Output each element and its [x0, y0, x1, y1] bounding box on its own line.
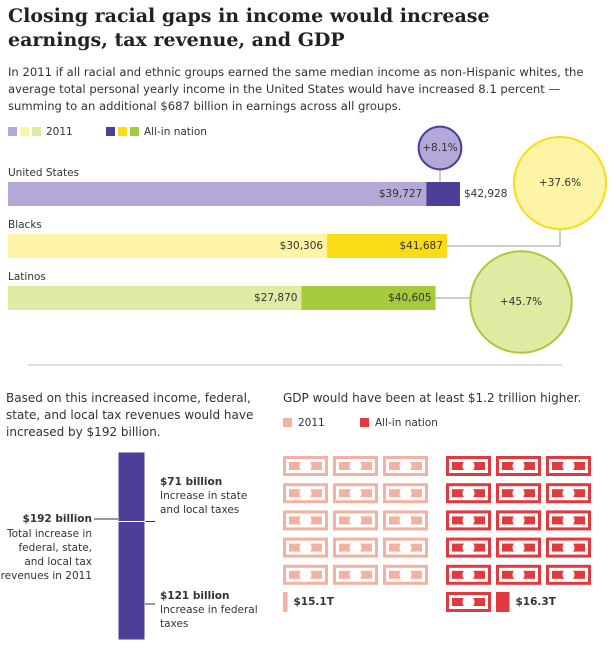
bill [512, 460, 525, 472]
bar-segment [117, 521, 146, 641]
legend-swatch [32, 127, 41, 136]
bill [399, 487, 412, 500]
bill [562, 487, 575, 500]
bill [562, 541, 575, 554]
bill [299, 514, 312, 527]
segment-description: Increase in federal taxes [160, 604, 258, 630]
value-label: $27,870 [254, 292, 297, 304]
total-value: $15.1T [294, 596, 335, 608]
bill [462, 514, 475, 527]
bill [512, 487, 525, 500]
value-label: $41,687 [400, 240, 443, 252]
total-value: $16.3T [516, 596, 557, 608]
legend-swatch [360, 418, 369, 427]
legend-swatch [118, 127, 127, 136]
tax-intro: Based on this increased income, federal,… [6, 391, 254, 439]
legend-label: All-in nation [375, 417, 438, 429]
bill [399, 514, 412, 527]
value-label: $30,306 [280, 240, 324, 252]
bill [399, 541, 412, 554]
bar [8, 286, 302, 310]
bar [8, 182, 427, 206]
connector [446, 228, 561, 247]
bill [496, 592, 510, 612]
bill [299, 568, 312, 581]
bill [512, 568, 525, 581]
category-label: Blacks [8, 219, 42, 231]
legend-label: All-in nation [144, 126, 207, 138]
bill [462, 487, 475, 500]
bill [349, 568, 362, 581]
bill [462, 460, 475, 472]
legend-swatch [106, 127, 115, 136]
increase-circle [513, 136, 607, 230]
category-label: United States [8, 167, 79, 179]
bar [426, 182, 460, 206]
pictograph [446, 456, 591, 612]
increase-circle [469, 250, 573, 354]
legend-swatch [20, 127, 29, 136]
value-label: $42,928 [464, 188, 507, 200]
bill [462, 568, 475, 581]
legend-swatch [283, 418, 292, 427]
bill [512, 514, 525, 527]
legend-swatch [130, 127, 139, 136]
increase-label: +8.1% [422, 142, 457, 154]
segment-value: $71 billion [160, 476, 222, 488]
legend-label: 2011 [46, 126, 73, 138]
total-label: $192 billion [23, 513, 92, 525]
legend-swatch [8, 127, 17, 136]
increase-label: +45.7% [500, 296, 542, 308]
legend-label: 2011 [298, 417, 325, 429]
bar [327, 234, 447, 258]
gdp-intro: GDP would have been at least $1.2 trilli… [283, 391, 582, 405]
total-description: Total increase in federal, state, and lo… [0, 528, 92, 582]
segment-value: $121 billion [160, 590, 229, 602]
bill [562, 514, 575, 527]
bill [562, 460, 575, 472]
segment-description: Increase in state and local taxes [160, 490, 248, 516]
bill [283, 592, 288, 612]
bill [462, 541, 475, 554]
bill [349, 460, 362, 472]
bill [299, 541, 312, 554]
bill [299, 487, 312, 500]
increase-circle [417, 125, 463, 171]
intro: In 2011 if all racial and ethnic groups … [8, 65, 584, 113]
bill [562, 568, 575, 581]
bill [349, 514, 362, 527]
bill [299, 460, 312, 472]
category-label: Latinos [8, 271, 46, 283]
bill [349, 487, 362, 500]
bar-segment [117, 451, 146, 523]
bill [462, 596, 475, 608]
increase-label: +37.6% [539, 177, 581, 189]
bill [399, 568, 412, 581]
bill [512, 541, 525, 554]
bar [301, 286, 436, 310]
pictograph [283, 456, 428, 612]
bar [8, 234, 328, 258]
bill [349, 541, 362, 554]
title: Closing racial gaps in income would incr… [8, 5, 490, 51]
value-label: $40,605 [388, 292, 431, 304]
value-label: $39,727 [379, 188, 422, 200]
bill [399, 460, 412, 472]
